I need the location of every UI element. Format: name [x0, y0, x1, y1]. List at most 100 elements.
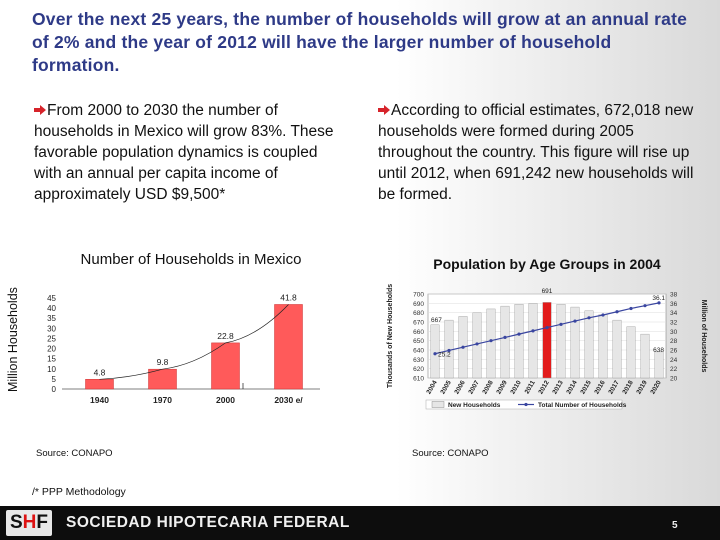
x-tick-label: 2005	[439, 379, 452, 395]
legend-label-new: New Households	[448, 402, 501, 409]
x-tick-label: 2006	[453, 379, 466, 395]
x-tick-label: 2019	[635, 379, 648, 395]
y2-tick-label: 32	[670, 320, 678, 327]
x-tick-label: 2018	[621, 379, 634, 395]
trend-line	[99, 304, 289, 380]
line-point	[433, 352, 437, 356]
x-tick-label: 2012	[537, 379, 550, 395]
bar-2010	[514, 304, 524, 379]
y2-tick-label: 26	[670, 348, 678, 355]
x-tick-label: 2013	[551, 379, 564, 395]
x-tick-label: 2007	[467, 379, 480, 395]
y2-tick-label: 24	[670, 357, 678, 364]
logo-letter-h: H	[22, 512, 37, 533]
y-axis-label-households: Million Households	[6, 287, 20, 392]
red-arrow-icon	[378, 105, 390, 115]
y2-axis-label: Million of Households	[700, 300, 707, 373]
y-tick-label: 40	[47, 304, 56, 313]
y2-tick-label: 22	[670, 366, 678, 373]
line-start-label: 25.2	[438, 352, 451, 359]
source-right: Source: CONAPO	[412, 448, 489, 459]
x-tick-label: 2010	[509, 379, 522, 395]
y2-tick-label: 34	[670, 310, 678, 317]
x-tick-label: 2017	[607, 379, 620, 395]
x-tick-label: 1940	[90, 395, 109, 405]
chart-title-age-groups: Population by Age Groups in 2004	[433, 256, 661, 272]
bar-2011	[528, 303, 538, 379]
y-tick-label: 35	[47, 314, 56, 323]
bar-1940	[85, 379, 114, 390]
chart-title-households: Number of Households in Mexico	[80, 251, 302, 268]
line-point	[531, 329, 535, 333]
legend-label-total: Total Number of Households	[538, 402, 627, 409]
x-tick-label: 2016	[593, 379, 606, 395]
footnote: /* PPP Methodology	[32, 486, 126, 498]
line-point	[643, 304, 647, 308]
y-tick-label: 640	[413, 348, 424, 355]
line-point	[587, 316, 591, 320]
bar-2030 e/	[274, 304, 303, 390]
bar-2019	[640, 333, 650, 379]
bullet-left-text: From 2000 to 2030 the number of househol…	[34, 102, 334, 203]
line-point	[629, 306, 633, 311]
legend-swatch-point	[524, 402, 528, 407]
y-tick-label: 20	[47, 345, 56, 354]
company-name: SOCIEDAD HIPOTECARIA FEDERAL	[66, 514, 350, 531]
bar-2016	[598, 314, 608, 379]
peak-bar-label: 691	[542, 288, 553, 295]
bar-2004	[430, 324, 440, 379]
bar-value-label: 22.8	[217, 331, 234, 341]
x-tick-label: 2020	[649, 379, 662, 395]
y-tick-label: 670	[413, 320, 424, 327]
line-point	[615, 310, 619, 314]
y-tick-label: 10	[47, 365, 56, 374]
line-end-label: 36.1	[652, 295, 665, 302]
x-tick-label: 2014	[565, 379, 578, 395]
y-tick-label: 30	[47, 324, 56, 333]
logo-letter-s: S	[9, 512, 23, 533]
line-point	[503, 335, 507, 339]
bar-2012	[542, 302, 552, 379]
bullet-right-text: According to official estimates, 672,018…	[378, 102, 694, 203]
bar-2017	[612, 319, 622, 379]
y-tick-label: 15	[47, 355, 56, 364]
y-tick-label: 630	[413, 357, 424, 364]
y-axis-label: Thousands of New Households	[387, 284, 394, 388]
bar-1970	[148, 368, 177, 390]
bullet-households-growth: From 2000 to 2030 the number of househol…	[34, 100, 334, 205]
new-households-chart: 610 620 630 640 650 660 670 680 690 700 20 22 24 26 28…	[387, 284, 707, 410]
line-point	[517, 332, 521, 336]
bar-2020	[654, 351, 664, 379]
y-tick-label: 620	[413, 366, 424, 373]
slide-title: Over the next 25 years, the number of ho…	[32, 9, 688, 75]
y2-tick-label: 36	[670, 301, 678, 308]
x-tick-label: 2004	[425, 379, 438, 395]
bar-value-label: 41.8	[280, 292, 297, 302]
y-tick-label: 650	[413, 338, 424, 345]
x-tick-label: 2030 e/	[274, 395, 303, 405]
line-point	[573, 319, 577, 323]
logo-letter-f: F	[36, 512, 49, 533]
bullet-official-estimates: According to official estimates, 672,018…	[378, 100, 698, 205]
y-tick-label: 45	[47, 294, 56, 303]
legend-swatch-bars	[431, 401, 445, 408]
bar-value-label: 4.8	[94, 367, 106, 377]
y-tick-label: 690	[413, 301, 424, 308]
x-tick-label: 2011	[524, 379, 537, 395]
y2-tick-label: 28	[670, 338, 678, 345]
y-tick-label: 25	[47, 334, 56, 343]
last-bar-label: 638	[653, 347, 664, 354]
y-tick-label: 5	[52, 375, 57, 384]
line-point	[559, 322, 563, 326]
bar-2014	[570, 306, 580, 379]
y-tick-label: 680	[413, 310, 424, 317]
bar-value-label: 9.8	[157, 357, 169, 367]
bar-2018	[626, 326, 636, 379]
source-left: Source: CONAPO	[36, 448, 113, 459]
bar-2015	[584, 310, 594, 379]
line-point	[545, 326, 549, 330]
bar-2009	[500, 305, 510, 379]
y-tick-label: 660	[413, 329, 424, 336]
x-tick-label: 1970	[153, 395, 172, 405]
